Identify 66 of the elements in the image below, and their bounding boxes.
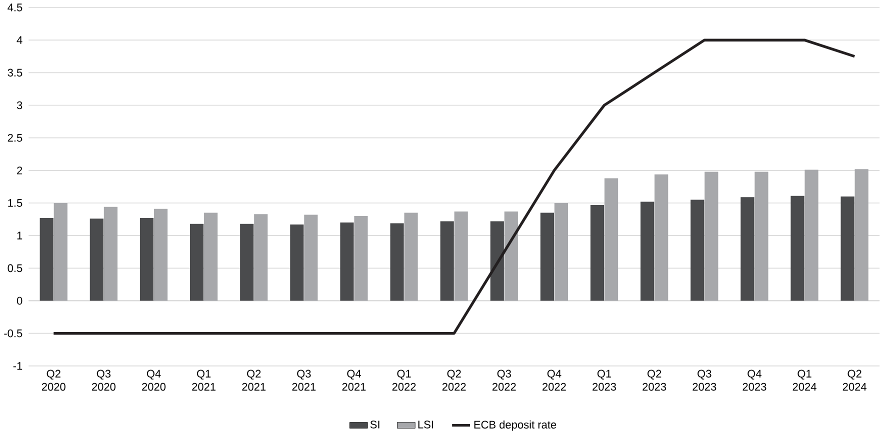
bar [404,212,418,301]
bar [640,202,654,301]
x-tick-label: Q2 2021 [242,370,266,391]
bar [340,222,354,301]
x-tick-label: Q2 2022 [442,370,466,391]
x-tick-label: Q1 2024 [792,370,816,391]
bar [504,211,518,301]
bar [440,221,454,301]
bar [754,172,768,301]
bar [654,174,668,301]
bar [254,214,268,301]
bar [790,196,804,301]
bar [240,224,254,301]
y-tick-label: 4 [16,36,22,44]
bar [854,168,868,301]
x-tick-label: Q3 2020 [92,370,116,391]
bar [740,196,754,301]
bar [390,223,404,301]
bar [690,200,704,301]
x-tick-label: Q2 2024 [842,370,866,391]
bar [804,170,818,301]
legend-label: ECB deposit rate [474,420,556,431]
y-tick-label: 2 [17,166,22,174]
x-tick-label: Q1 2021 [192,370,216,391]
x-tick-label: Q2 2020 [42,370,66,391]
bar [840,196,854,301]
bar [140,218,154,301]
y-tick-label: 3 [16,101,22,109]
x-tick-label: Q4 2022 [542,370,566,391]
y-tick-label: 2.5 [8,134,22,142]
y-tick-label: 1.5 [8,199,22,207]
legend-label: SI [370,420,380,428]
bar [354,216,368,301]
x-tick-label: Q4 2021 [342,370,366,391]
x-tick-label: Q3 2023 [692,370,716,391]
bar [304,214,318,301]
bar [90,218,104,301]
legend-label: LSI [418,420,433,428]
x-tick-label: Q1 2022 [392,370,416,391]
y-tick-label: -0.5 [4,329,22,338]
x-tick-label: Q4 2023 [742,370,766,391]
bar [104,206,118,301]
bar [704,172,718,301]
bar [590,204,604,301]
bar [40,218,54,301]
y-tick-label: 3.5 [8,68,22,76]
bar [554,202,568,301]
bar [154,208,168,301]
bar [290,224,304,301]
y-tick-label: 0 [16,296,22,304]
bar [54,202,68,301]
bar [204,212,218,301]
y-tick-label: 4.5 [8,4,22,12]
y-tick-label: -1 [13,362,22,370]
bar [604,178,618,301]
y-tick-label: 0.5 [8,264,22,272]
x-tick-label: Q2 2023 [642,370,666,391]
bar [540,212,554,301]
y-tick-label: 1 [17,232,22,240]
bar [190,224,204,301]
x-tick-label: Q3 2021 [292,370,316,391]
x-tick-label: Q4 2020 [142,370,166,391]
bar [454,211,468,301]
x-tick-label: Q1 2023 [592,370,616,391]
x-tick-label: Q3 2022 [492,370,516,391]
bar [490,221,504,301]
